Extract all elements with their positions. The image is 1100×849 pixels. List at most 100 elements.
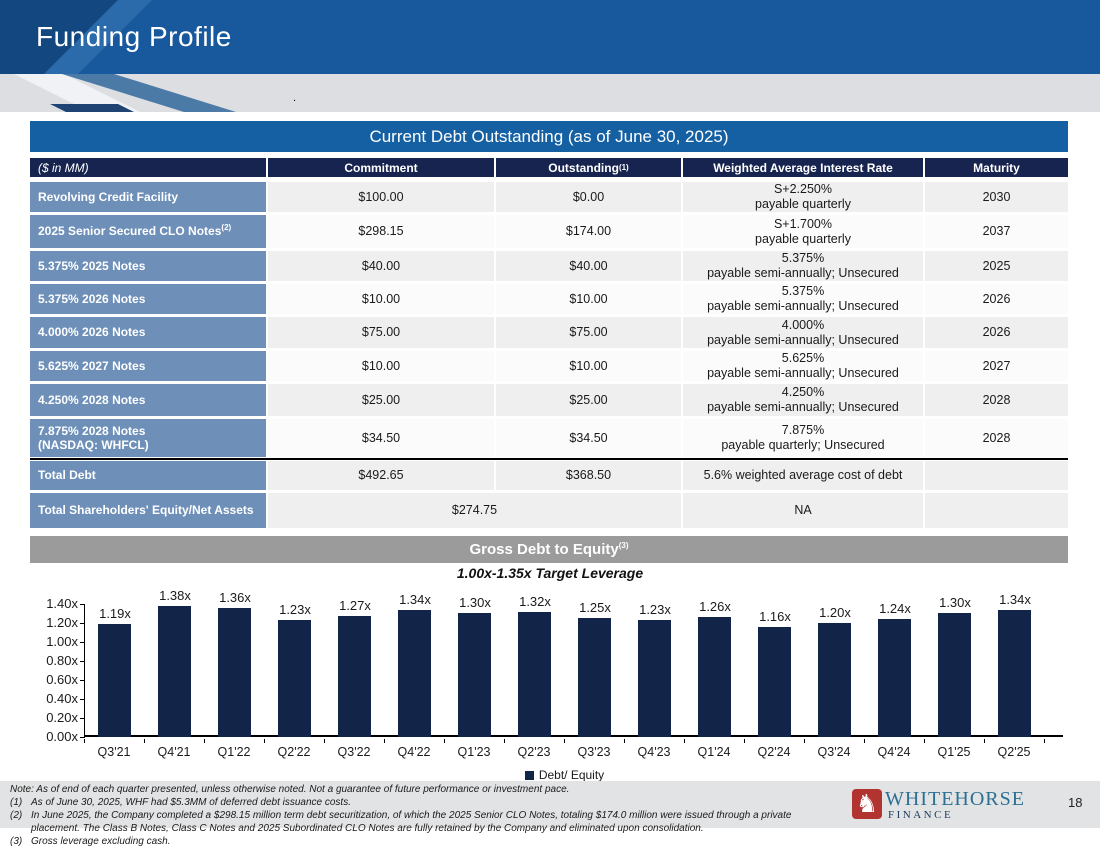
row-label-text: Total Shareholders' Equity/Net Assets (38, 503, 254, 518)
footnote-number: (2) (10, 810, 23, 821)
x-axis-labels: Q3'21 Q4'21 Q1'22 Q2'22 Q3'22 Q4'22 Q1'23 Q2'23… (84, 745, 1044, 759)
header-cell-1: Commitment (268, 158, 494, 177)
outstanding-cell: $0.00 (496, 182, 681, 212)
bar (818, 623, 851, 737)
debt-table-title: Current Debt Outstanding (as of June 30,… (30, 121, 1068, 152)
total-separator-line (30, 458, 1068, 460)
bar-value-label: 1.25x (579, 600, 611, 615)
maturity-cell: 2028 (925, 384, 1068, 416)
y-axis-tick-label: 0.40x (46, 691, 78, 706)
x-axis-label: Q1'22 (217, 745, 251, 759)
bar-slot: 1.16x (745, 604, 805, 737)
outstanding-cell: $10.00 (496, 284, 681, 314)
slide-title-banner: Funding Profile (0, 0, 1100, 74)
header-label: Outstanding (548, 160, 619, 175)
strip-blue-diagonal (62, 74, 236, 112)
commitment-cell: $34.50 (268, 419, 494, 457)
rate-cell: S+1.700% payable quarterly (683, 215, 923, 248)
bar (938, 613, 971, 737)
maturity-cell (925, 461, 1068, 490)
strip-navy-diagonal (50, 104, 134, 112)
table-row: 5.625% 2027 Notes $10.00 $10.00 5.625% payab… (30, 351, 1068, 381)
table-row: 5.375% 2026 Notes $10.00 $10.00 5.375% payab… (30, 284, 1068, 314)
header-label: Maturity (973, 160, 1020, 175)
bar-value-label: 1.24x (879, 601, 911, 616)
rate-line2: payable quarterly; Unsecured (721, 438, 885, 452)
bar-value-label: 1.38x (159, 588, 191, 603)
legend-label: Debt/ Equity (538, 768, 605, 782)
debt-table-header: ($ in MM) Commitment Outstanding (1) Weighte… (30, 158, 1068, 177)
row-label-text: 4.000% 2026 Notes (38, 325, 146, 340)
x-axis-label: Q2'23 (517, 745, 551, 759)
x-axis-label: Q4'21 (157, 745, 191, 759)
commitment-cell: $40.00 (268, 251, 494, 281)
footer-gray-band (0, 781, 1100, 828)
row-label-line2: (NASDAQ: WHFCL) (38, 438, 149, 452)
row-label: 5.375% 2026 Notes (30, 284, 266, 314)
bar (998, 610, 1031, 737)
commitment-cell: $10.00 (268, 351, 494, 381)
footnote-text: As of June 30, 2025, WHF had $5.3MM of d… (31, 797, 351, 808)
x-axis-label: Q1'23 (457, 745, 491, 759)
commitment-cell: $492.65 (268, 461, 494, 490)
bar-slot: 1.38x (145, 588, 205, 737)
y-axis-tick-mark (80, 737, 85, 738)
bar-value-label: 1.34x (999, 592, 1031, 607)
bar (278, 620, 311, 737)
rate-line2: payable quarterly (755, 231, 851, 246)
table-row: Revolving Credit Facility $100.00 $0.00 S+2… (30, 182, 1068, 212)
row-label-text: Revolving Credit Facility (38, 189, 179, 204)
bar (398, 610, 431, 737)
rate-line2: payable semi-annually; Unsecured (707, 332, 899, 347)
section-bar-title: Gross Debt to Equity (469, 541, 619, 558)
chart-plot-area: 1.19x 1.38x 1.36x 1.23x 1.27x 1.34x 1.30x 1.32x… (80, 588, 1063, 738)
bar-value-label: 1.26x (699, 599, 731, 614)
footnote-number: (3) (10, 836, 23, 847)
x-axis-ticks (84, 739, 1045, 743)
rate-cell: S+2.250% payable quarterly (683, 182, 923, 212)
x-axis-label: Q4'22 (397, 745, 431, 759)
row-label: Total Shareholders' Equity/Net Assets (30, 493, 266, 528)
rate-cell: 5.625% payable semi-annually; Unsecured (683, 351, 923, 381)
bar (158, 606, 191, 737)
outstanding-cell: $25.00 (496, 384, 681, 416)
footnote-text: Gross leverage excluding cash. (31, 836, 171, 847)
table-row: 4.250% 2028 Notes $25.00 $25.00 4.250% payab… (30, 384, 1068, 416)
banner-decorative-strip (0, 74, 1100, 112)
chart-legend: Debt/ Equity (84, 768, 1045, 782)
bar-value-label: 1.23x (639, 602, 671, 617)
footnote-items: (1) As of June 30, 2025, WHF had $5.3MM o… (10, 796, 810, 848)
footnote-item: (1) As of June 30, 2025, WHF had $5.3MM o… (10, 796, 810, 809)
x-axis-label: Q2'25 (997, 745, 1031, 759)
y-axis-tick-mark (80, 661, 85, 662)
maturity-cell: 2027 (925, 351, 1068, 381)
row-label-text: 7.875% 2028 Notes (38, 423, 146, 438)
header-cell-0: ($ in MM) (30, 158, 266, 177)
outstanding-cell: $34.50 (496, 419, 681, 457)
bar (458, 613, 491, 737)
rate-line2: payable semi-annually; Unsecured (707, 266, 899, 280)
x-axis-label: Q4'23 (637, 745, 671, 759)
bar-value-label: 1.30x (459, 595, 491, 610)
rate-cell: 4.000% payable semi-annually; Unsecured (683, 317, 923, 348)
bar-slot: 1.30x (445, 595, 505, 737)
y-axis-tick-mark (80, 718, 85, 719)
rate-line1: 5.375% (781, 251, 825, 265)
bar-slot: 1.27x (325, 598, 385, 737)
row-label-text: 5.375% 2025 Notes (38, 258, 146, 273)
bar (698, 617, 731, 737)
footnote-general: Note: As of end of each quarter presente… (10, 784, 570, 795)
maturity-cell: 2037 (925, 215, 1068, 248)
header-label: Commitment (344, 160, 418, 175)
rate-line2: payable quarterly (755, 197, 851, 211)
row-label: Revolving Credit Facility (30, 182, 266, 212)
table-row: 2025 Senior Secured CLO Notes(2) $298.15 $… (30, 215, 1068, 248)
stray-dot: . (293, 92, 297, 104)
row-label-text: 2025 Senior Secured CLO Notes(2) (38, 223, 232, 239)
maturity-cell: 2026 (925, 284, 1068, 314)
y-axis-tick-label: 0.80x (46, 653, 78, 668)
table-row: 5.375% 2025 Notes $40.00 $40.00 5.375% payab… (30, 251, 1068, 281)
rate-cell: 5.375% payable semi-annually; Unsecured (683, 251, 923, 281)
bar-slot: 1.34x (385, 592, 445, 737)
header-cell-3: Weighted Average Interest Rate (683, 158, 923, 177)
